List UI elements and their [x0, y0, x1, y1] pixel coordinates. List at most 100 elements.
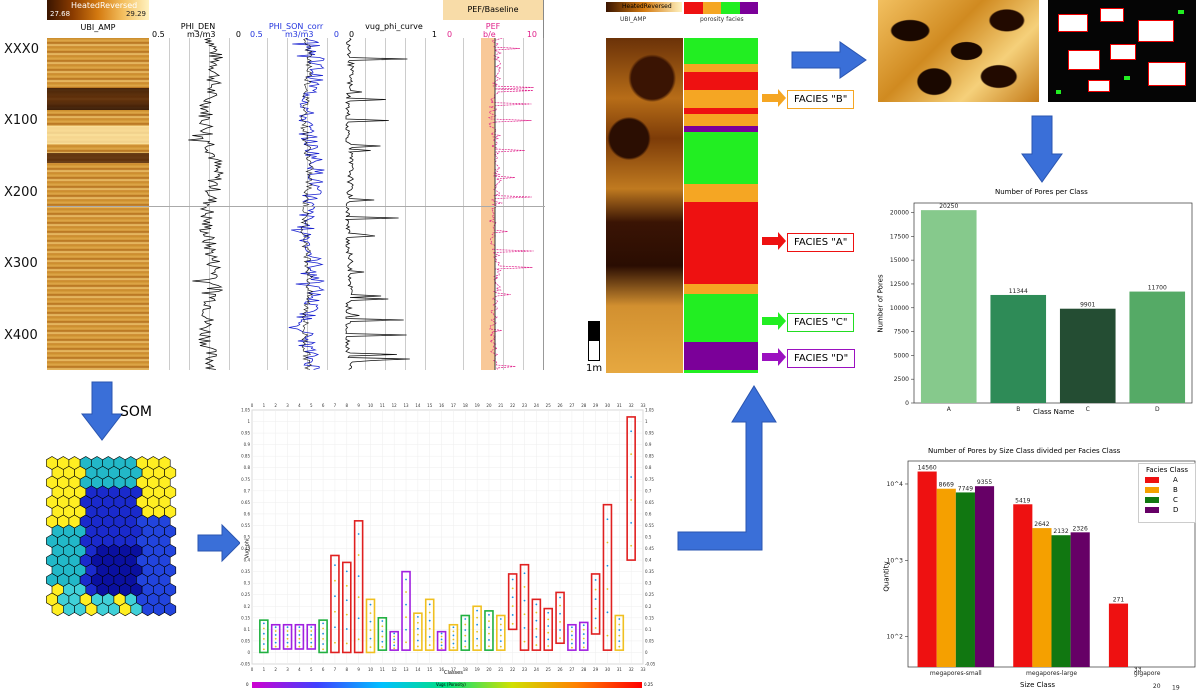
cluster-box — [448, 623, 459, 651]
arrow-som — [80, 381, 124, 441]
cluster-box — [614, 614, 625, 651]
cluster-point — [357, 596, 360, 599]
cluster-point — [606, 518, 609, 521]
chart-title: Number of Pores by Size Class divided pe… — [928, 447, 1121, 455]
x-tick-label: 23 — [522, 403, 528, 408]
bar-value-label: 19 — [1172, 685, 1180, 692]
cluster-point — [547, 645, 550, 647]
facies-column — [684, 38, 758, 373]
x-tick-label: 24 — [534, 667, 540, 672]
cluster-point — [405, 578, 407, 581]
y-tick-label: -0.05 — [240, 662, 250, 667]
y-tick-label: 0.35 — [241, 569, 250, 574]
track-header-vug: vug_phi_curve 0 1 — [345, 0, 444, 39]
cluster-point — [571, 630, 573, 633]
x-tick-label: megapores-small — [930, 670, 982, 677]
x-tick-label: 7 — [334, 403, 337, 408]
facies-label-d: FACIES "D" — [787, 349, 856, 368]
x-tick-label: 20 — [486, 403, 492, 408]
cluster-point — [452, 634, 455, 637]
cluster-point — [452, 638, 455, 641]
som-node — [130, 602, 143, 617]
cluster-point — [630, 499, 633, 501]
x-axis-label: Class Name — [1033, 408, 1075, 416]
cluster-point — [416, 633, 419, 636]
y-tick-label: 0.55 — [645, 523, 654, 528]
som-node — [119, 602, 132, 617]
y-tick-label: 0.8 — [244, 465, 251, 470]
cluster-point — [511, 596, 514, 599]
bar — [1129, 291, 1186, 403]
arrow-to-facies — [677, 385, 777, 551]
cluster-point — [345, 628, 348, 630]
cluster-point — [535, 611, 538, 614]
track-title: UBI_AMP — [80, 23, 116, 32]
cluster-box — [259, 619, 269, 654]
cluster-point — [476, 616, 479, 619]
bar-value-label: 5419 — [1015, 497, 1030, 504]
cluster-box — [472, 605, 482, 651]
cluster-point — [345, 599, 348, 602]
legend-item: D — [1145, 506, 1195, 514]
depth-marker-line — [47, 206, 545, 207]
x-tick-label: 19 — [475, 667, 481, 672]
cluster-point — [405, 603, 407, 606]
cluster-point — [334, 641, 336, 644]
cluster-point — [547, 618, 550, 621]
y-tick-label: -0.05 — [645, 662, 655, 667]
track-subtitle: PEF — [485, 22, 501, 31]
cluster-point — [369, 620, 372, 623]
y-tick-label: 15000 — [890, 257, 909, 264]
y-tick-label: 0.45 — [241, 546, 250, 551]
cluster-point — [393, 644, 396, 647]
cluster-point — [345, 570, 348, 573]
cluster-point — [452, 630, 455, 633]
cluster-point — [298, 634, 301, 636]
cluster-box — [401, 570, 411, 651]
y-tick-label: 0.5 — [244, 535, 251, 540]
pef-curve — [487, 38, 534, 370]
cluster-point — [310, 626, 313, 629]
bar-value-label: 9355 — [977, 479, 992, 486]
legend-item: B — [1145, 486, 1195, 494]
cluster-box — [377, 617, 388, 651]
cluster-box — [270, 623, 281, 650]
x-tick-label: 18 — [463, 403, 469, 408]
image-sub-label: UBI_AMP — [620, 16, 647, 23]
pef-baseline-fill — [481, 38, 495, 370]
y-tick-label: 1 — [645, 419, 648, 424]
cluster-point — [345, 584, 348, 587]
som-node — [108, 602, 120, 617]
cluster-box — [330, 554, 340, 654]
cluster-box — [318, 619, 328, 654]
facies-label-b: FACIES "B" — [787, 90, 855, 109]
cluster-point — [274, 637, 277, 640]
cluster-point — [440, 641, 443, 644]
cluster-point — [357, 554, 360, 556]
cluster-box — [531, 598, 542, 651]
ubi-max: 29.29 — [125, 10, 146, 18]
scale-min: 0.5 — [250, 30, 263, 39]
y-tick-label: 0.8 — [645, 465, 652, 470]
pores-per-class-chart: 0 2500 5000 7500 10000 12500 15000 17500 20000 20… — [890, 202, 1193, 413]
x-tick-label: 15 — [427, 667, 433, 672]
track-title: PHI_SON_corr — [268, 22, 324, 31]
x-tick-label: 13 — [403, 403, 409, 408]
bar — [955, 492, 975, 667]
x-tick-label: 10 — [368, 667, 374, 672]
cluster-point — [369, 629, 372, 632]
x-tick-label: megapores-large — [1026, 670, 1077, 677]
y-tick-label: 0.15 — [241, 615, 250, 620]
scale-unit: b/e — [483, 30, 496, 39]
cluster-box — [365, 598, 376, 654]
cluster-point — [464, 640, 467, 643]
y-tick-label: 0.45 — [645, 546, 654, 551]
x-tick-label: 10 — [368, 403, 374, 408]
y-tick-label: 10^3 — [887, 557, 904, 564]
x-tick-label: C — [1086, 406, 1090, 413]
cluster-point — [523, 613, 526, 616]
legend-item: C — [1145, 496, 1195, 504]
scale-max: 0 — [235, 30, 241, 39]
cluster-point — [618, 618, 621, 620]
